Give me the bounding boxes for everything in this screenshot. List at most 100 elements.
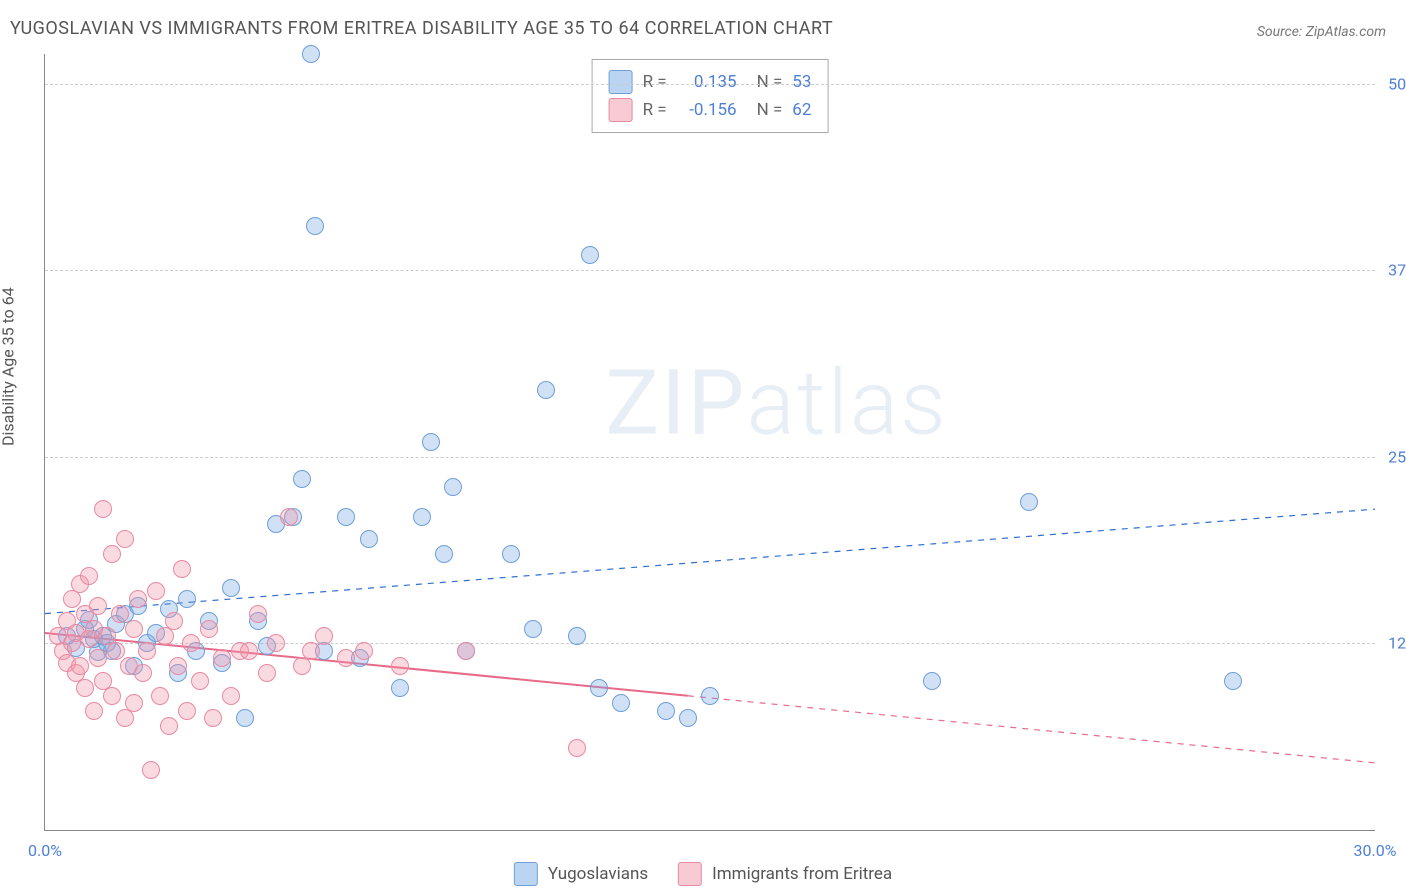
- r-value-series1: 0.135: [677, 72, 737, 92]
- data-point: [657, 702, 675, 720]
- data-point: [134, 664, 152, 682]
- data-point: [701, 687, 719, 705]
- data-point: [71, 657, 89, 675]
- data-point: [581, 246, 599, 264]
- r-label: R =: [643, 72, 667, 92]
- data-point: [200, 620, 218, 638]
- legend-label-series1: Yugoslavians: [548, 864, 648, 884]
- data-point: [302, 642, 320, 660]
- regression-line-extrapolated: [688, 696, 1375, 763]
- data-point: [204, 709, 222, 727]
- data-point: [142, 761, 160, 779]
- regression-line-extrapolated: [45, 509, 1375, 613]
- data-point: [302, 45, 320, 63]
- data-point: [169, 657, 187, 675]
- data-point: [337, 649, 355, 667]
- y-tick-label: 12.5%: [1381, 634, 1406, 653]
- x-tick-label: 30.0%: [1354, 841, 1397, 860]
- data-point: [125, 694, 143, 712]
- data-point: [103, 687, 121, 705]
- data-point: [1020, 493, 1038, 511]
- data-point: [222, 579, 240, 597]
- source-label: Source: ZipAtlas.com: [1257, 24, 1386, 40]
- y-tick-label: 25.0%: [1381, 447, 1406, 466]
- data-point: [435, 545, 453, 563]
- data-point: [315, 627, 333, 645]
- data-point: [444, 478, 462, 496]
- data-point: [85, 702, 103, 720]
- data-point: [236, 709, 254, 727]
- data-point: [213, 649, 231, 667]
- gridline: [45, 84, 1375, 85]
- data-point: [280, 508, 298, 526]
- stats-row-series1: R = 0.135 N = 53: [609, 68, 812, 96]
- data-point: [125, 620, 143, 638]
- gridline: [45, 270, 1375, 271]
- swatch-series1-icon: [609, 70, 633, 94]
- data-point: [612, 694, 630, 712]
- data-point: [337, 508, 355, 526]
- data-point: [293, 470, 311, 488]
- data-point: [107, 642, 125, 660]
- data-point: [537, 381, 555, 399]
- y-tick-label: 50.0%: [1381, 74, 1406, 93]
- data-point: [590, 679, 608, 697]
- data-point: [524, 620, 542, 638]
- data-point: [267, 634, 285, 652]
- chart-title: YUGOSLAVIAN VS IMMIGRANTS FROM ERITREA D…: [10, 18, 833, 39]
- data-point: [111, 605, 129, 623]
- data-point: [422, 433, 440, 451]
- data-point: [191, 672, 209, 690]
- data-point: [360, 530, 378, 548]
- data-point: [306, 217, 324, 235]
- data-point: [923, 672, 941, 690]
- legend-label-series2: Immigrants from Eritrea: [712, 864, 892, 884]
- data-point: [76, 679, 94, 697]
- data-point: [173, 560, 191, 578]
- r-value-series2: -0.156: [677, 100, 737, 120]
- data-point: [89, 649, 107, 667]
- legend-item-series1: Yugoslavians: [514, 862, 648, 886]
- data-point: [147, 582, 165, 600]
- data-point: [222, 687, 240, 705]
- n-label: N =: [757, 100, 783, 120]
- r-label: R =: [643, 100, 667, 120]
- n-value-series2: 62: [792, 100, 811, 120]
- stats-row-series2: R = -0.156 N = 62: [609, 96, 812, 124]
- swatch-series2-icon: [609, 98, 633, 122]
- data-point: [391, 657, 409, 675]
- data-point: [116, 530, 134, 548]
- bottom-legend: Yugoslavians Immigrants from Eritrea: [514, 862, 892, 886]
- data-point: [258, 664, 276, 682]
- plot-area: ZIPatlas R = 0.135 N = 53 R = -0.156 N =…: [44, 54, 1375, 831]
- data-point: [165, 612, 183, 630]
- data-point: [413, 508, 431, 526]
- legend-item-series2: Immigrants from Eritrea: [678, 862, 892, 886]
- n-label: N =: [757, 72, 783, 92]
- stats-legend: R = 0.135 N = 53 R = -0.156 N = 62: [592, 59, 829, 133]
- data-point: [568, 627, 586, 645]
- x-tick-label: 0.0%: [28, 841, 62, 860]
- gridline: [45, 457, 1375, 458]
- data-point: [89, 597, 107, 615]
- data-point: [94, 500, 112, 518]
- data-point: [249, 605, 267, 623]
- data-point: [182, 634, 200, 652]
- data-point: [502, 545, 520, 563]
- data-point: [138, 642, 156, 660]
- data-point: [568, 739, 586, 757]
- data-point: [240, 642, 258, 660]
- data-point: [80, 567, 98, 585]
- data-point: [178, 590, 196, 608]
- y-axis-label: Disability Age 35 to 64: [0, 287, 18, 446]
- data-point: [355, 642, 373, 660]
- data-point: [178, 702, 196, 720]
- data-point: [457, 642, 475, 660]
- data-point: [103, 545, 121, 563]
- data-point: [391, 679, 409, 697]
- swatch-series1-icon: [514, 862, 538, 886]
- y-tick-label: 37.5%: [1381, 261, 1406, 280]
- swatch-series2-icon: [678, 862, 702, 886]
- data-point: [1224, 672, 1242, 690]
- data-point: [679, 709, 697, 727]
